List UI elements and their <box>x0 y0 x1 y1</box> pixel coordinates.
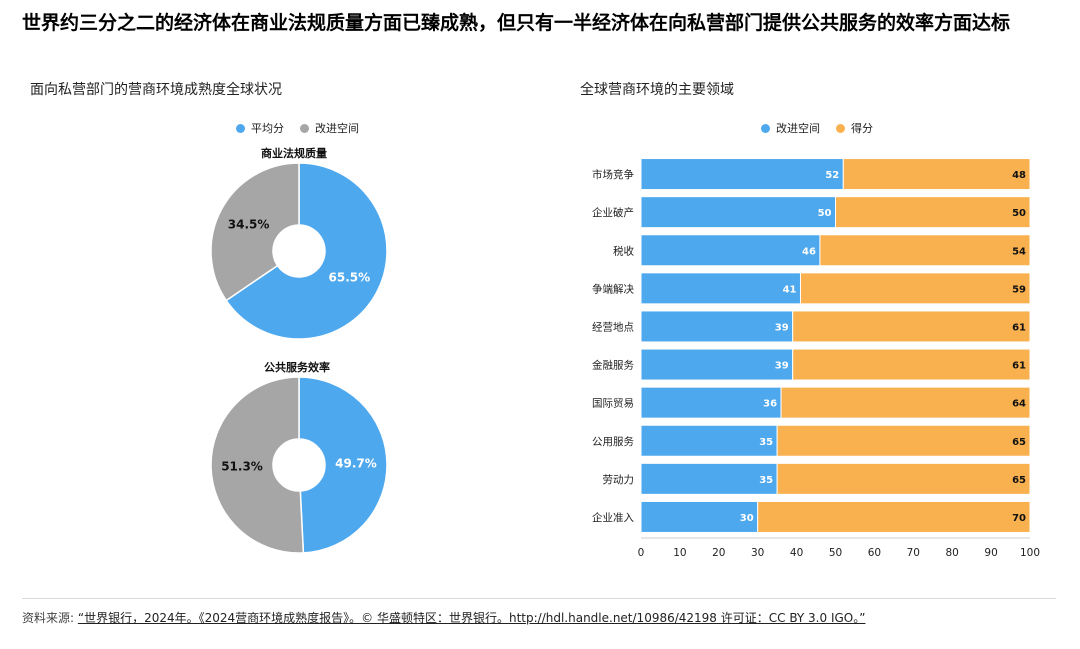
bar-score <box>792 348 1031 381</box>
bar-improvement-value: 46 <box>802 246 816 257</box>
donut-chart-public-service: 49.7% 51.3% <box>210 376 388 554</box>
x-tick-label: 80 <box>946 547 959 559</box>
regulation-slice-label-0: 65.5% <box>329 271 371 285</box>
legend-dot-average <box>236 123 245 133</box>
category-label: 企业破产 <box>592 206 634 219</box>
bar-score-value: 61 <box>1012 361 1026 372</box>
source-citation[interactable]: “世界银行，2024年。《2024营商环境成熟度报告》。© 华盛顿特区：世界银行… <box>77 611 866 625</box>
bar-improvement <box>640 310 794 343</box>
bar-score <box>819 234 1031 267</box>
regulation-slice-label-1: 34.5% <box>228 217 270 231</box>
x-tick-label: 60 <box>868 547 881 559</box>
bar-improvement-value: 35 <box>759 475 773 486</box>
bar-score-value: 64 <box>1012 399 1026 410</box>
bar-score-value: 65 <box>1012 475 1026 486</box>
bar-improvement <box>640 196 836 229</box>
category-label: 公用服务 <box>592 435 634 448</box>
bar-score <box>757 500 1031 533</box>
bar-panel-subtitle: 全球营商环境的主要领域 <box>580 82 734 98</box>
x-tick-label: 70 <box>907 547 920 559</box>
bar-improvement-value: 39 <box>775 361 789 372</box>
bar-score <box>780 386 1031 419</box>
bar-improvement <box>640 272 801 305</box>
bar-score <box>835 196 1031 229</box>
bar-improvement-value: 50 <box>818 208 832 219</box>
bar-score-value: 61 <box>1012 322 1026 333</box>
x-tick-label: 30 <box>751 547 764 559</box>
bar-legend: 改进空间 得分 <box>761 120 873 136</box>
source-prefix: 资料来源: <box>22 611 78 625</box>
public-service-slice-0 <box>298 376 388 554</box>
bar-improvement-value: 41 <box>783 284 797 295</box>
bar-score-value: 50 <box>1012 208 1026 219</box>
donut-title-regulation: 商业法规质量 <box>261 147 327 160</box>
bar-improvement-value: 30 <box>740 513 754 524</box>
footer-divider <box>22 598 1056 599</box>
donut-legend: 平均分 改进空间 <box>236 120 359 136</box>
bar-improvement-value: 35 <box>759 437 773 448</box>
bar-score-value: 54 <box>1012 246 1026 257</box>
bar-improvement-value: 52 <box>825 170 839 181</box>
bar-improvement <box>640 500 759 533</box>
bar-score <box>842 158 1031 191</box>
donut-title-public-service: 公共服务效率 <box>264 361 330 374</box>
bar-improvement-value: 36 <box>763 399 777 410</box>
category-label: 国际贸易 <box>592 398 634 410</box>
x-tick-label: 20 <box>712 547 725 559</box>
bar-score-value: 70 <box>1012 513 1026 524</box>
bar-score-value: 59 <box>1012 284 1026 295</box>
bar-improvement <box>640 348 794 381</box>
source-note: 资料来源: “世界银行，2024年。《2024营商环境成熟度报告》。© 华盛顿特… <box>22 609 865 626</box>
bar-score <box>799 272 1031 305</box>
x-tick-label: 50 <box>829 547 842 559</box>
x-tick-label: 90 <box>984 547 997 559</box>
stacked-bar-chart: 市场竞争 52 48 企业破产 50 50 税收 46 54 争端解决 41 59 经营地点 39 61 金融… <box>592 158 1040 559</box>
bar-score <box>776 424 1031 457</box>
legend-dot-improvement <box>761 123 770 133</box>
regulation-slice-0 <box>225 162 388 340</box>
bar-improvement <box>640 234 821 267</box>
bar-improvement <box>640 462 778 495</box>
donut-chart-regulation: 65.5% 34.5% <box>210 162 388 340</box>
category-label: 金融服务 <box>592 359 634 372</box>
bar-improvement <box>640 158 844 191</box>
bar-score-value: 48 <box>1012 170 1026 181</box>
legend-dot-room <box>300 123 309 133</box>
legend-dot-score <box>836 123 845 133</box>
category-label: 市场竞争 <box>592 168 634 181</box>
category-label: 企业准入 <box>592 511 634 524</box>
legend-label-room: 改进空间 <box>315 122 359 135</box>
public-service-slice-1 <box>210 376 305 554</box>
x-tick-label: 0 <box>638 547 645 559</box>
bar-improvement <box>640 386 782 419</box>
bar-score <box>776 462 1031 495</box>
category-label: 劳动力 <box>603 473 635 486</box>
legend-label-improvement: 改进空间 <box>776 122 820 135</box>
x-tick-label: 10 <box>673 547 686 559</box>
chart-title: 世界约三分之二的经济体在商业法规质量方面已臻成熟，但只有一半经济体在向私营部门提… <box>22 12 1011 34</box>
legend-label-average: 平均分 <box>251 122 284 135</box>
bar-improvement <box>640 424 778 457</box>
legend-label-score: 得分 <box>851 122 873 135</box>
bar-score-value: 65 <box>1012 437 1026 448</box>
x-tick-label: 100 <box>1020 547 1040 559</box>
donut-panel-subtitle: 面向私营部门的营商环境成熟度全球状况 <box>30 82 282 98</box>
public-service-slice-label-1: 51.3% <box>221 459 263 473</box>
public-service-slice-label-0: 49.7% <box>335 457 377 471</box>
category-label: 争端解决 <box>592 282 634 295</box>
x-tick-label: 40 <box>790 547 803 559</box>
bar-score <box>792 310 1031 343</box>
regulation-slice-1 <box>210 162 300 302</box>
category-label: 经营地点 <box>592 320 634 333</box>
category-label: 税收 <box>613 244 634 257</box>
bar-improvement-value: 39 <box>775 322 789 333</box>
